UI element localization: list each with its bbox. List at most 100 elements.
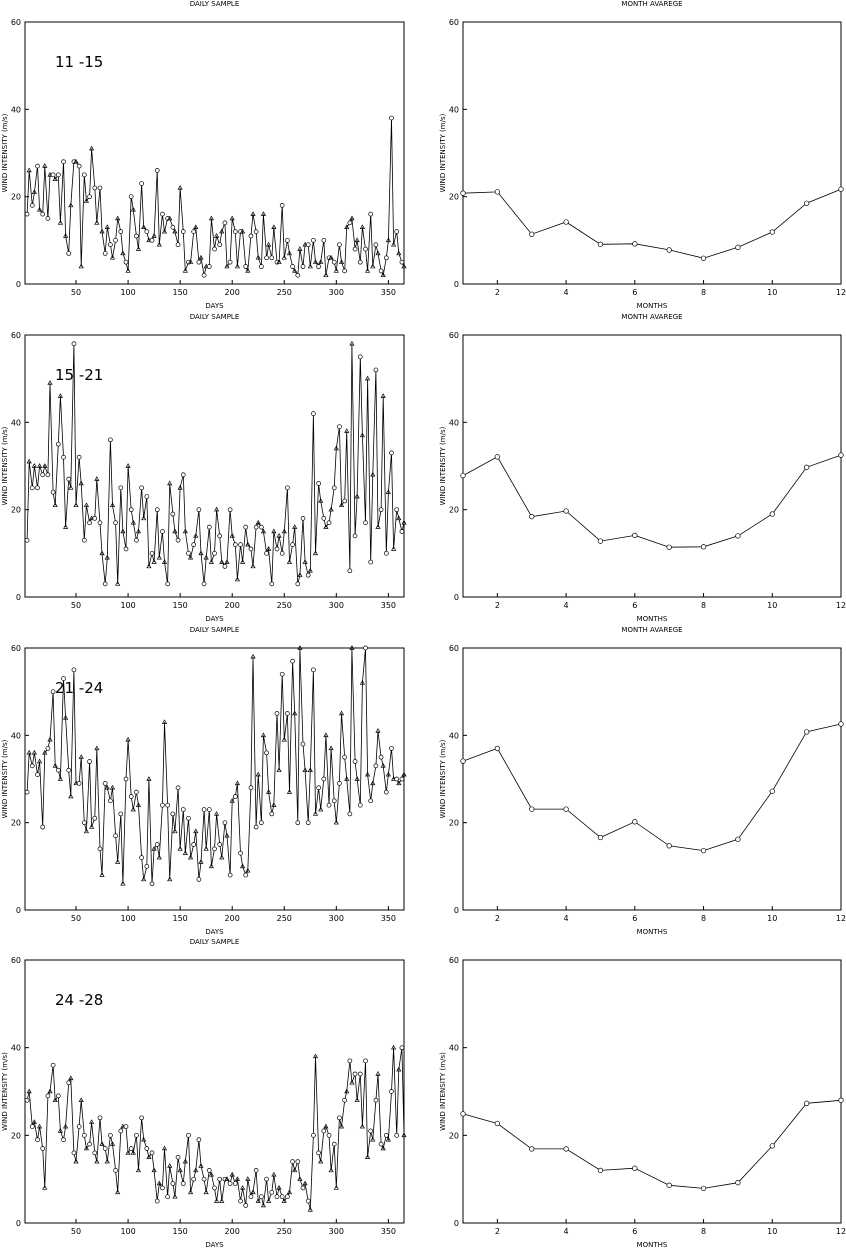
data-point xyxy=(170,1181,176,1186)
x-tick-label: 150 xyxy=(172,1227,187,1236)
data-point xyxy=(104,554,110,560)
data-point xyxy=(149,1150,155,1156)
y-tick-label: 0 xyxy=(454,906,459,915)
data-point xyxy=(227,259,233,265)
data-point xyxy=(108,798,113,804)
y-tick-label: 40 xyxy=(11,105,21,114)
data-point xyxy=(154,507,160,513)
data-point xyxy=(259,820,264,826)
data-point xyxy=(206,524,212,530)
data-point xyxy=(31,463,37,468)
data-point xyxy=(227,1181,233,1186)
x-tick-label: 10 xyxy=(767,288,777,297)
data-point xyxy=(146,776,152,781)
data-point xyxy=(389,450,394,456)
data-point xyxy=(29,203,35,208)
data-point xyxy=(364,1154,371,1159)
data-point xyxy=(297,246,303,251)
data-point xyxy=(99,228,105,234)
data-point xyxy=(139,1115,144,1121)
data-point xyxy=(368,559,374,565)
chart-title: MONTH AVAREGE xyxy=(621,626,682,634)
data-point xyxy=(35,485,40,491)
data-point xyxy=(380,762,386,768)
data-point xyxy=(227,507,233,513)
data-point xyxy=(286,250,293,256)
data-point xyxy=(141,1136,147,1142)
chart-title: DAILY SAMPLE xyxy=(190,626,240,634)
data-point xyxy=(286,789,293,794)
data-point xyxy=(187,1189,194,1195)
data-point xyxy=(71,341,77,347)
data-point xyxy=(307,767,313,773)
daily-panel: 0 20 40 60 50 100 150 200 250 300 350 DAILY SAMPLE D… xyxy=(1,0,407,310)
data-point xyxy=(401,771,407,777)
data-point xyxy=(290,1159,295,1164)
data-point xyxy=(144,1146,150,1151)
data-point xyxy=(47,1088,53,1094)
data-point xyxy=(61,676,66,681)
data-point xyxy=(264,1176,269,1182)
data-point xyxy=(274,259,280,265)
x-axis-label: MONTHS xyxy=(637,615,668,623)
data-point xyxy=(156,554,162,560)
data-point xyxy=(219,854,225,860)
data-point xyxy=(250,563,256,569)
data-point xyxy=(632,819,638,825)
data-point xyxy=(281,254,287,260)
data-point xyxy=(300,1185,306,1191)
data-point xyxy=(297,1176,303,1181)
data-point xyxy=(135,246,142,251)
data-point xyxy=(240,863,246,869)
data-point xyxy=(50,172,56,178)
data-point xyxy=(264,550,269,556)
data-point xyxy=(700,1185,707,1192)
data-point xyxy=(186,259,191,265)
data-point xyxy=(328,745,334,751)
data-point xyxy=(390,546,397,551)
data-point xyxy=(187,854,194,860)
x-tick-label: 12 xyxy=(836,601,846,610)
data-point xyxy=(328,1167,334,1173)
monthly-panel: 0 20 40 60 2 4 6 8 10 12 MONTH AVAREGE MONTHS WIND I… xyxy=(439,626,846,936)
data-point xyxy=(89,145,95,151)
data-point xyxy=(300,741,306,747)
data-point xyxy=(494,189,501,195)
data-point xyxy=(224,263,230,269)
data-point xyxy=(563,219,569,225)
data-point xyxy=(352,759,358,764)
data-point xyxy=(61,159,66,165)
data-point xyxy=(380,393,386,398)
data-point xyxy=(219,228,225,234)
data-point xyxy=(52,1097,58,1103)
data-point xyxy=(102,781,108,786)
data-point xyxy=(83,1145,90,1151)
x-tick-label: 250 xyxy=(277,601,292,610)
x-tick-label: 350 xyxy=(381,914,396,923)
data-point xyxy=(203,845,209,851)
data-point xyxy=(61,454,66,460)
data-point xyxy=(180,807,186,812)
data-point xyxy=(151,559,157,564)
data-point xyxy=(285,237,290,243)
data-point xyxy=(36,463,43,468)
data-point xyxy=(494,745,501,752)
data-point xyxy=(182,528,188,534)
data-point xyxy=(234,780,241,786)
data-point xyxy=(125,736,131,742)
data-point xyxy=(307,263,313,269)
data-point xyxy=(130,519,136,525)
data-point xyxy=(312,1053,319,1059)
data-point xyxy=(120,528,126,534)
data-point xyxy=(297,645,303,650)
data-point xyxy=(803,1100,810,1106)
data-point xyxy=(97,846,103,852)
data-point xyxy=(333,445,339,451)
data-point xyxy=(401,263,407,269)
data-point xyxy=(307,1206,313,1212)
data-point xyxy=(769,511,775,517)
y-tick-label: 0 xyxy=(16,593,21,602)
data-point xyxy=(134,1132,139,1138)
data-point xyxy=(354,1097,360,1103)
data-point xyxy=(201,807,207,812)
